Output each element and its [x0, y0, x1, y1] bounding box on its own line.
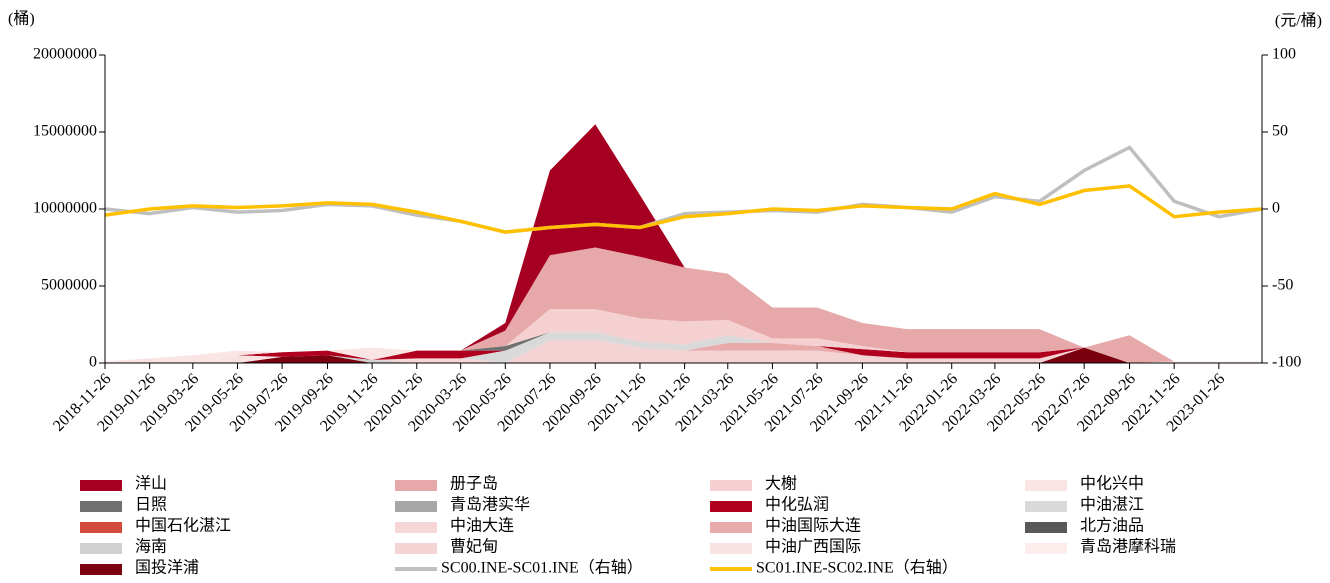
legend-swatch — [1025, 522, 1067, 533]
legend-swatch — [1025, 480, 1067, 491]
legend-swatch — [395, 522, 437, 533]
y-tick-label: 20000000 — [33, 46, 97, 63]
legend-swatch — [395, 480, 437, 491]
legend-label: 洋山 — [135, 475, 167, 493]
legend-swatch — [710, 522, 752, 533]
y2-tick-label: -100 — [1272, 354, 1301, 371]
y2-tick-label: -50 — [1272, 277, 1293, 294]
legend-swatch — [80, 480, 122, 491]
legend-swatch — [80, 522, 122, 533]
legend-label: 青岛港实华 — [450, 496, 530, 514]
legend-swatch — [395, 543, 437, 554]
legend-label: 日照 — [135, 496, 167, 514]
legend-swatch — [710, 543, 752, 554]
legend-label: SC00.INE-SC01.INE（右轴） — [441, 559, 643, 577]
legend-label: 海南 — [135, 538, 167, 556]
legend-swatch — [80, 543, 122, 554]
legend-label: 曹妃甸 — [450, 538, 498, 556]
legend-label: 册子岛 — [450, 475, 498, 493]
legend-swatch — [80, 564, 122, 575]
area — [105, 339, 1262, 363]
legend-label: 中油国际大连 — [765, 517, 861, 535]
area — [105, 309, 1262, 363]
legend-label: 中化兴中 — [1080, 475, 1144, 493]
y2-unit-label: (元/桶) — [1275, 12, 1322, 30]
legend-label: 中化弘润 — [765, 496, 829, 514]
y-unit-label: (桶) — [8, 10, 35, 28]
y2-tick-label: 100 — [1272, 46, 1296, 63]
line — [104, 145, 1263, 234]
legend-label: 大榭 — [765, 475, 797, 493]
y2-tick-label: 0 — [1272, 200, 1280, 217]
area — [105, 332, 1262, 363]
legend-label: 北方油品 — [1080, 517, 1144, 535]
y2-tick-label: 50 — [1272, 123, 1288, 140]
area — [105, 347, 1262, 363]
legend-swatch — [395, 501, 437, 512]
legend-label: 中油广西国际 — [765, 538, 861, 556]
legend-swatch — [1025, 501, 1067, 512]
legend-label: SC01.INE-SC02.INE（右轴） — [756, 559, 958, 577]
legend-label: 中油大连 — [450, 517, 514, 535]
area — [105, 332, 1262, 363]
legend-label: 青岛港摩科瑞 — [1080, 538, 1176, 556]
y-tick-label: 5000000 — [41, 277, 97, 294]
legend-label: 国投洋浦 — [135, 559, 199, 577]
legend-swatch — [80, 501, 122, 512]
area — [105, 247, 1262, 363]
line — [104, 184, 1263, 234]
legend-swatch — [1025, 543, 1067, 554]
legend-label: 中油湛江 — [1080, 496, 1144, 514]
legend-label: 中国石化湛江 — [135, 517, 231, 535]
y-tick-label: 0 — [89, 354, 97, 371]
legend-swatch — [710, 480, 752, 491]
legend-swatch — [710, 501, 752, 512]
area — [105, 332, 1262, 363]
y-tick-label: 15000000 — [33, 123, 97, 140]
y-tick-label: 10000000 — [33, 200, 97, 217]
